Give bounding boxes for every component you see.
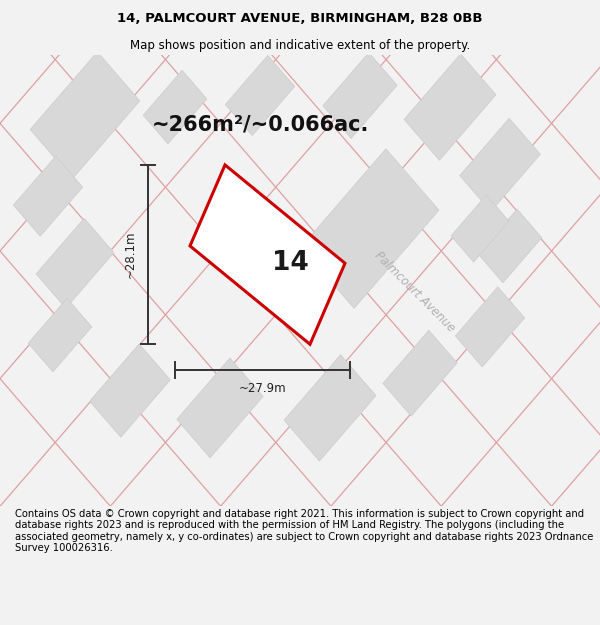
- Text: ~266m²/~0.066ac.: ~266m²/~0.066ac.: [151, 114, 368, 134]
- Text: 14, PALMCOURT AVENUE, BIRMINGHAM, B28 0BB: 14, PALMCOURT AVENUE, BIRMINGHAM, B28 0B…: [117, 12, 483, 25]
- Polygon shape: [28, 298, 92, 372]
- Polygon shape: [226, 56, 295, 136]
- Polygon shape: [455, 287, 524, 367]
- Polygon shape: [36, 218, 114, 308]
- Polygon shape: [383, 330, 457, 416]
- Polygon shape: [190, 165, 345, 344]
- Polygon shape: [89, 344, 170, 437]
- Polygon shape: [13, 156, 83, 236]
- Polygon shape: [451, 195, 509, 262]
- Polygon shape: [404, 54, 496, 160]
- Polygon shape: [323, 52, 397, 139]
- Polygon shape: [143, 70, 207, 144]
- Polygon shape: [301, 149, 439, 308]
- Polygon shape: [30, 52, 140, 179]
- Text: ~27.9m: ~27.9m: [239, 382, 286, 395]
- Polygon shape: [177, 358, 263, 457]
- Polygon shape: [478, 209, 542, 282]
- Text: Contains OS data © Crown copyright and database right 2021. This information is : Contains OS data © Crown copyright and d…: [15, 509, 593, 553]
- Text: 14: 14: [272, 250, 308, 276]
- Text: ~28.1m: ~28.1m: [124, 231, 137, 278]
- Text: Map shows position and indicative extent of the property.: Map shows position and indicative extent…: [130, 39, 470, 51]
- Polygon shape: [460, 118, 541, 211]
- Polygon shape: [284, 355, 376, 461]
- Text: Palmcourt Avenue: Palmcourt Avenue: [372, 249, 458, 335]
